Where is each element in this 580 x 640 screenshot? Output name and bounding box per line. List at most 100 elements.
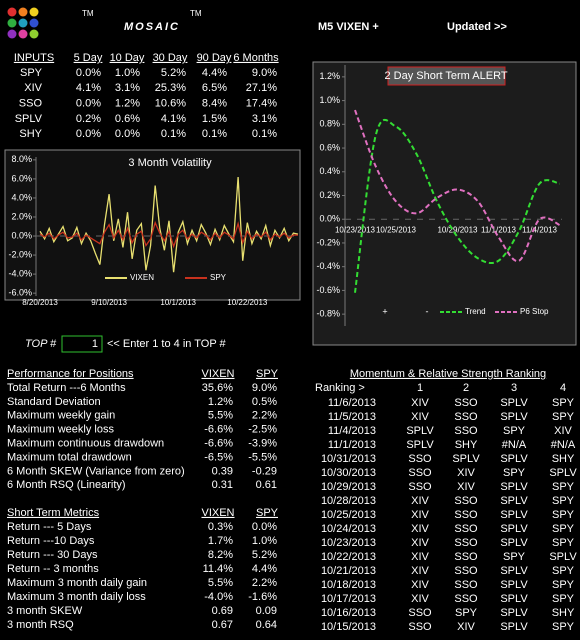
ranking-cell: SPY [552, 495, 575, 507]
cell: 27.1% [246, 82, 277, 94]
ranking-cell: #N/A [502, 439, 527, 451]
series-line [354, 109, 561, 262]
column-header: Short Term Metrics [7, 507, 100, 519]
ranking-date: 10/18/2013 [321, 579, 376, 591]
x-tick-label: 10/22/2013 [227, 298, 268, 307]
cell: 1.0% [115, 67, 140, 79]
x-tick-label: 10/29/2013 [437, 225, 478, 234]
chart-title: 2 Day Short Term ALERT [384, 70, 507, 82]
ranking-cell: SSO [454, 495, 478, 507]
y-tick-label: 6.0% [11, 173, 32, 183]
ranking-date: 10/24/2013 [321, 523, 376, 535]
cell: 0.0% [76, 67, 101, 79]
legend-label: P6 Stop [520, 307, 549, 316]
ranking-cell: SSO [454, 411, 478, 423]
ranking-cell: XIV [411, 551, 429, 563]
ranking-cell: SSO [408, 621, 432, 633]
ranking-cell: SPLV [406, 439, 434, 451]
legend-label: SPY [210, 273, 227, 282]
column-header: SPY [256, 507, 279, 519]
alert-title-box [387, 66, 506, 86]
y-tick-label: -0.4% [316, 261, 340, 271]
cell: 11.4% [203, 563, 234, 575]
ranking-date: 10/17/2013 [321, 593, 376, 605]
ranking-cell: SPLV [500, 565, 528, 577]
row-label: Maximum 3 month daily gain [7, 577, 147, 589]
ranking-cell: XIV [457, 621, 475, 633]
ranking-cell: SPY [552, 579, 575, 591]
legend-label: VIXEN [130, 273, 154, 282]
ranking-cell: SPY [552, 565, 575, 577]
x-tick-label: 10/23/2013 [335, 225, 376, 234]
column-header: 6 Months [233, 52, 279, 64]
series-line [39, 220, 298, 249]
ranking-cell: XIV [411, 579, 429, 591]
cell: 5.5% [208, 410, 233, 422]
top-input[interactable] [61, 335, 103, 353]
row-label: 6 Month RSQ (Linearity) [7, 479, 126, 491]
cell: 17.4% [246, 98, 277, 110]
cell: 5.2% [161, 67, 186, 79]
ranking-cell: SSO [454, 565, 478, 577]
cell: 25.3% [155, 82, 186, 94]
cell: 0.39 [212, 465, 233, 477]
y-tick-label: 0.0% [319, 214, 340, 224]
ticker: XIV [24, 82, 42, 94]
ranking-cell: XIV [554, 425, 572, 437]
y-tick-label: 1.0% [319, 95, 340, 105]
cell: 6.5% [202, 82, 227, 94]
ranking-header: 1 [417, 382, 423, 394]
ranking-cell: SSO [454, 551, 478, 563]
ranking-cell: SSO [454, 579, 478, 591]
column-header: INPUTS [14, 52, 54, 64]
ranking-header: 3 [511, 382, 517, 394]
ranking-cell: SPLV [452, 453, 480, 465]
ticker: SHY [19, 128, 42, 140]
top-label: TOP # [25, 338, 57, 350]
y-tick-label: -2.0% [8, 249, 32, 259]
cell: 0.1% [252, 128, 277, 140]
cell: -2.5% [248, 424, 277, 436]
y-tick-label: 4.0% [11, 192, 32, 202]
ranking-cell: SPLV [549, 551, 577, 563]
ticker: SPY [20, 67, 43, 79]
ranking-cell: SHY [455, 439, 478, 451]
cell: 1.7% [208, 535, 233, 547]
ranking-cell: SSO [454, 537, 478, 549]
ranking-date: 10/28/2013 [321, 495, 376, 507]
updated-link: Updated >> [447, 21, 507, 33]
ranking-cell: SPLV [500, 481, 528, 493]
cell: 4.1% [76, 82, 101, 94]
ranking-cell: SSO [454, 397, 478, 409]
top-value[interactable]: 1 [92, 338, 98, 350]
ranking-date: 10/25/2013 [321, 509, 376, 521]
ranking-cell: SPLV [500, 453, 528, 465]
cell: 0.0% [76, 128, 101, 140]
ranking-cell: XIV [457, 481, 475, 493]
cell: 1.2% [115, 98, 140, 110]
cell: 3.1% [252, 113, 277, 125]
ranking-date: 10/31/2013 [321, 453, 376, 465]
row-label: Return --- 5 Days [7, 521, 92, 533]
ranking-cell: SHY [552, 453, 575, 465]
column-header: 90 Day [197, 52, 232, 64]
ranking-cell: SPLV [500, 537, 528, 549]
top-hint: << Enter 1 to 4 in TOP # [107, 338, 227, 350]
cell: 9.0% [252, 382, 277, 394]
ranking-cell: SPLV [500, 621, 528, 633]
row-label: Maximum continuous drawdown [7, 438, 164, 450]
cell: -5.5% [248, 451, 277, 463]
ranking-cell: XIV [411, 397, 429, 409]
x-tick-label: 10/1/2013 [160, 298, 196, 307]
y-tick-label: -4.0% [8, 268, 32, 278]
y-tick-label: 0.0% [11, 230, 32, 240]
y-tick-label: -6.0% [8, 288, 32, 298]
ranking-date: 10/29/2013 [321, 481, 376, 493]
row-label: 3 month SKEW [7, 605, 83, 617]
ranking-cell: SPLV [500, 495, 528, 507]
ranking-header: 2 [463, 382, 469, 394]
cell: 8.4% [202, 98, 227, 110]
cell: -6.6% [204, 424, 233, 436]
ranking-date: 11/6/2013 [328, 397, 376, 409]
